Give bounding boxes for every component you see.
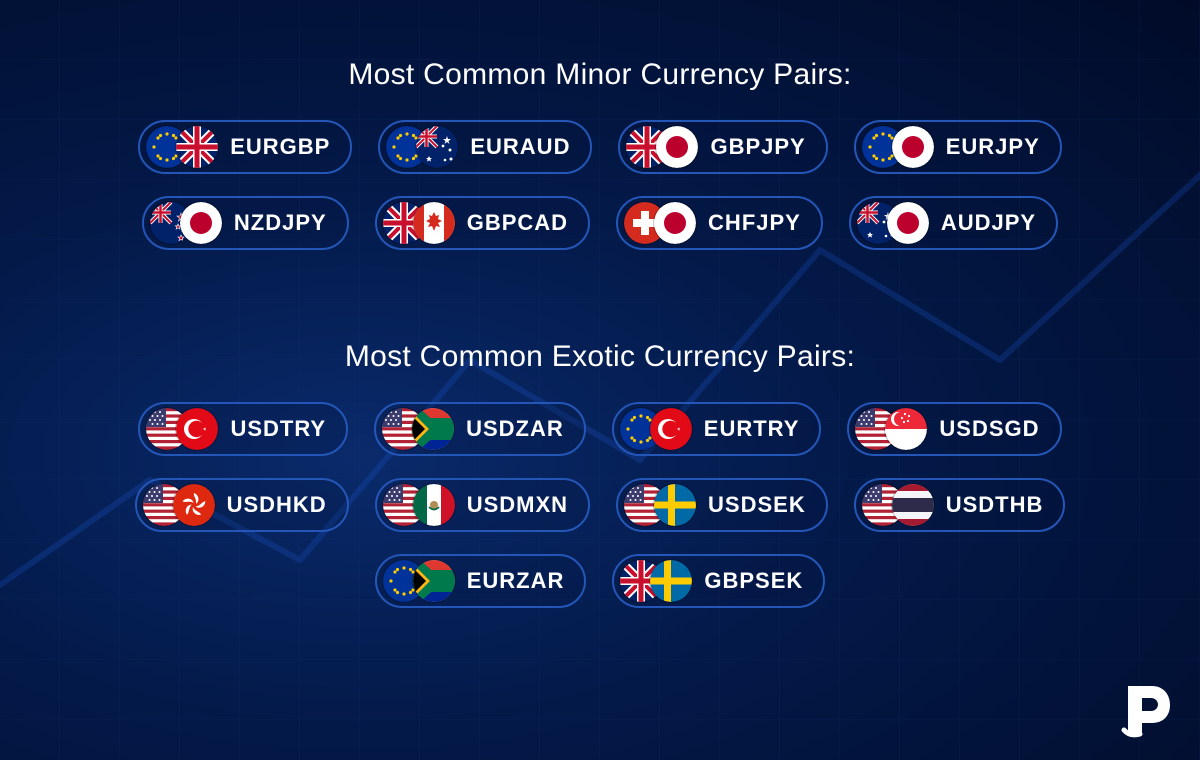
currency-pair-label: GBPJPY xyxy=(710,134,805,160)
currency-pair-pill: GBPSEK xyxy=(612,554,825,608)
south-africa-flag-icon xyxy=(413,560,455,602)
turkey-flag-icon xyxy=(650,408,692,450)
flag-pair xyxy=(620,559,692,603)
currency-pair-label: USDSGD xyxy=(939,416,1039,442)
flag-pair xyxy=(383,201,455,245)
flag-pair xyxy=(146,407,218,451)
canada-flag-icon xyxy=(413,202,455,244)
japan-flag-icon xyxy=(654,202,696,244)
currency-pair-pill: EURGBP xyxy=(138,120,352,174)
currency-pair-label: USDTHB xyxy=(946,492,1044,518)
brand-logo xyxy=(1116,680,1174,738)
flag-pair xyxy=(383,559,455,603)
flag-pair xyxy=(383,483,455,527)
sweden-flag-icon xyxy=(650,560,692,602)
currency-pair-label: AUDJPY xyxy=(941,210,1036,236)
currency-pair-label: EURJPY xyxy=(946,134,1040,160)
currency-pair-pill: NZDJPY xyxy=(142,196,349,250)
currency-pair-pill: USDTHB xyxy=(854,478,1066,532)
japan-flag-icon xyxy=(180,202,222,244)
flag-pair xyxy=(862,125,934,169)
currency-pair-pill: EURZAR xyxy=(375,554,587,608)
currency-pair-pill: EURJPY xyxy=(854,120,1062,174)
currency-pair-pill: USDHKD xyxy=(135,478,349,532)
currency-pair-pill: GBPJPY xyxy=(618,120,827,174)
flag-pair xyxy=(857,201,929,245)
flag-pair xyxy=(855,407,927,451)
thailand-flag-icon xyxy=(892,484,934,526)
currency-pair-label: USDSEK xyxy=(708,492,806,518)
currency-pair-pill: GBPCAD xyxy=(375,196,590,250)
currency-pair-label: GBPSEK xyxy=(704,568,803,594)
australia-flag-icon xyxy=(416,126,458,168)
minor-pairs-row: EURGBP EURAUD GBPJPY EURJPY NZDJPY GBPCAD CHFJ… xyxy=(60,120,1140,250)
exotic-pairs-row: USDTRY USDZAR EURTRY USDSGD USDHKD USDMXN USDS… xyxy=(60,402,1140,608)
currency-pair-label: EURGBP xyxy=(230,134,330,160)
currency-pair-pill: EURTRY xyxy=(612,402,822,456)
mexico-flag-icon xyxy=(413,484,455,526)
flag-pair xyxy=(620,407,692,451)
south-africa-flag-icon xyxy=(412,408,454,450)
flag-pair xyxy=(143,483,215,527)
currency-pair-pill: USDTRY xyxy=(138,402,348,456)
currency-pair-label: CHFJPY xyxy=(708,210,801,236)
currency-pair-label: EURTRY xyxy=(704,416,800,442)
flag-pair xyxy=(150,201,222,245)
japan-flag-icon xyxy=(887,202,929,244)
japan-flag-icon xyxy=(656,126,698,168)
exotic-section-title: Most Common Exotic Currency Pairs: xyxy=(345,340,855,374)
currency-pair-label: USDHKD xyxy=(227,492,327,518)
sweden-flag-icon xyxy=(654,484,696,526)
currency-pair-pill: AUDJPY xyxy=(849,196,1058,250)
flag-pair xyxy=(624,201,696,245)
currency-pair-label: USDZAR xyxy=(466,416,564,442)
minor-section-title: Most Common Minor Currency Pairs: xyxy=(348,58,851,92)
flag-pair xyxy=(382,407,454,451)
flag-pair xyxy=(386,125,458,169)
currency-pair-label: USDTRY xyxy=(230,416,326,442)
japan-flag-icon xyxy=(892,126,934,168)
flag-pair xyxy=(862,483,934,527)
currency-pair-label: EURAUD xyxy=(470,134,570,160)
currency-pair-pill: EURAUD xyxy=(378,120,592,174)
uk-flag-icon xyxy=(176,126,218,168)
currency-pair-pill: USDSEK xyxy=(616,478,828,532)
turkey-flag-icon xyxy=(176,408,218,450)
flag-pair xyxy=(626,125,698,169)
currency-pair-label: EURZAR xyxy=(467,568,565,594)
currency-pair-pill: USDMXN xyxy=(375,478,590,532)
currency-pair-pill: USDSGD xyxy=(847,402,1061,456)
currency-pair-label: NZDJPY xyxy=(234,210,327,236)
hong-kong-flag-icon xyxy=(173,484,215,526)
currency-pair-label: GBPCAD xyxy=(467,210,568,236)
currency-pair-pill: USDZAR xyxy=(374,402,586,456)
currency-pair-label: USDMXN xyxy=(467,492,568,518)
singapore-flag-icon xyxy=(885,408,927,450)
currency-pair-pill: CHFJPY xyxy=(616,196,823,250)
flag-pair xyxy=(146,125,218,169)
flag-pair xyxy=(624,483,696,527)
infographic-content: Most Common Minor Currency Pairs: EURGBP… xyxy=(0,0,1200,760)
